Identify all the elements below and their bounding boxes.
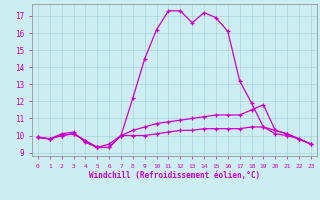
X-axis label: Windchill (Refroidissement éolien,°C): Windchill (Refroidissement éolien,°C) <box>89 171 260 180</box>
